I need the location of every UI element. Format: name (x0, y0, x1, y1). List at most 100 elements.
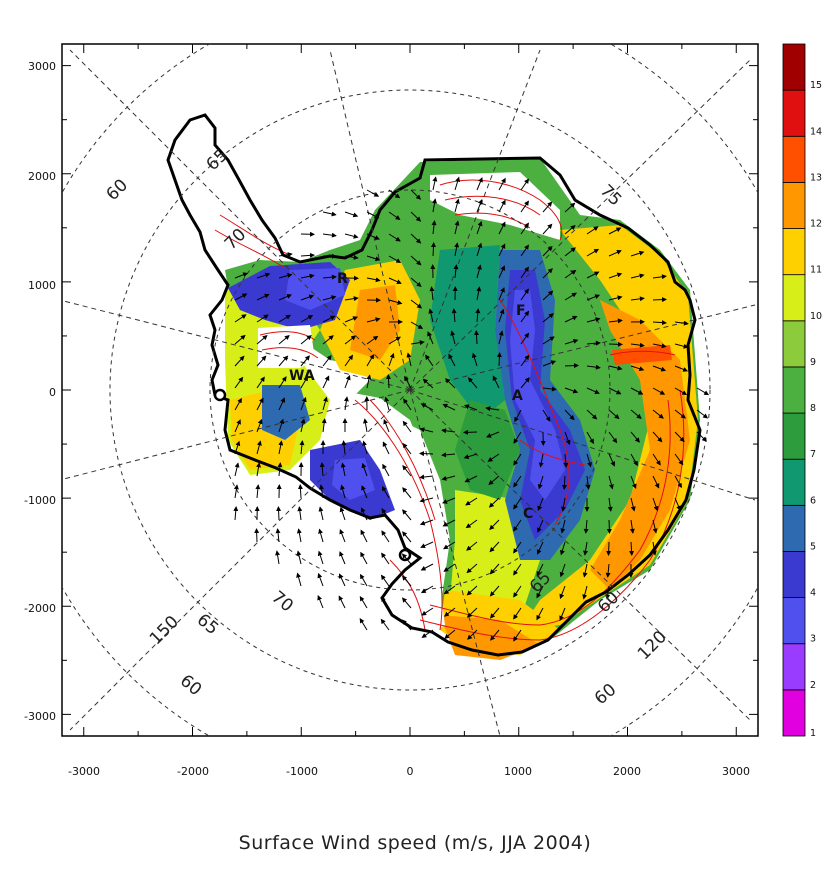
wind-arrow (429, 286, 435, 301)
colorbar-label: 10 (810, 311, 822, 322)
wind-arrow (388, 299, 403, 305)
colorbar-swatch (782, 366, 806, 414)
wind-arrow (652, 343, 667, 349)
wind-arrow (366, 277, 381, 283)
wind-arrow (427, 331, 434, 345)
wind-arrow (476, 177, 483, 191)
wind-arrow (674, 365, 689, 372)
wind-arrow (322, 274, 337, 280)
wind-arrow (300, 396, 307, 411)
wind-arrow (586, 340, 601, 346)
wind-arrow (234, 314, 247, 323)
x-tick-label: 3000 (722, 765, 750, 778)
wind-arrow (360, 507, 368, 521)
wind-arrow (537, 519, 544, 533)
colorbar-swatch (782, 551, 806, 599)
wind-arrow (401, 619, 412, 631)
wind-arrow (629, 541, 635, 556)
wind-arrow (564, 387, 579, 394)
wind-arrow (322, 295, 337, 301)
wind-arrow (380, 618, 390, 631)
wind-arrow (586, 248, 600, 257)
wind-arrow (674, 475, 682, 489)
wind-arrow (432, 176, 438, 191)
island-marker (398, 548, 412, 562)
wind-arrow (276, 506, 282, 521)
wind-arrow (652, 431, 663, 443)
wind-arrow (498, 330, 504, 345)
wind-arrow (344, 211, 359, 218)
wind-arrow (542, 409, 551, 422)
wind-arrow (360, 573, 368, 587)
wind-arrow (513, 563, 522, 576)
wind-arrow (343, 396, 349, 411)
wind-arrow (386, 374, 392, 389)
wind-arrow (388, 255, 402, 263)
colorbar-label: 14 (810, 126, 822, 137)
site-label-c: C (523, 506, 533, 522)
wind-arrow (629, 519, 635, 534)
wind-arrow (344, 233, 359, 239)
x-tick-label: -3000 (68, 765, 100, 778)
wind-arrow (366, 353, 375, 367)
wind-arrow (410, 211, 422, 222)
wind-arrow (300, 294, 315, 301)
wind-arrow (322, 232, 337, 238)
wind-arrow (463, 453, 478, 460)
wind-arrow (278, 376, 287, 389)
wind-arrow (608, 295, 623, 301)
wind-arrow (359, 595, 368, 609)
wind-arrow (564, 224, 576, 235)
wind-arrow (463, 429, 478, 435)
wind-arrow (363, 418, 368, 433)
wind-arrow (652, 274, 667, 280)
y-axis-labels: 3000 2000 1000 0 -1000 -2000 -3000 (24, 60, 56, 723)
wind-arrow (696, 409, 709, 419)
wind-arrow (586, 364, 601, 370)
wind-arrow (234, 334, 246, 345)
site-label-wa: WA (289, 368, 315, 384)
wind-arrow (585, 475, 591, 490)
wind-arrow (489, 519, 500, 531)
wind-arrow (300, 252, 315, 258)
colorbar-swatch (782, 412, 806, 460)
wind-arrow (366, 335, 379, 345)
wind-arrow (467, 377, 478, 389)
wind-arrow (520, 310, 530, 323)
wind-arrow (382, 463, 390, 477)
wind-arrow (466, 563, 478, 574)
wind-arrow (420, 563, 434, 571)
wind-arrow (536, 607, 544, 621)
wind-arrow (366, 255, 381, 262)
wind-arrow (652, 519, 658, 534)
wind-arrow (402, 487, 412, 499)
wind-arrow (234, 440, 241, 455)
wind-arrow (403, 398, 412, 411)
wind-arrow (366, 317, 381, 323)
wind-arrow (489, 541, 500, 553)
wind-arrow (520, 222, 529, 235)
wind-arrow (406, 352, 412, 367)
wind-arrow (652, 365, 667, 372)
wind-arrow (443, 563, 456, 572)
wind-arrow (498, 287, 505, 301)
wind-arrow (586, 409, 598, 420)
wind-arrow (256, 355, 267, 367)
wind-arrow (254, 528, 260, 543)
site-label-a: A (512, 388, 523, 404)
wind-arrow (586, 294, 601, 301)
wind-arrow (538, 453, 544, 468)
colorbar-label: 3 (810, 634, 816, 645)
wind-arrow (520, 266, 529, 279)
wind-arrow (537, 475, 544, 490)
wind-arrow (384, 396, 390, 411)
y-tick-label: -1000 (24, 494, 56, 507)
wind-arrow (561, 475, 567, 490)
wind-arrow (380, 596, 390, 609)
wind-arrow (608, 453, 616, 467)
colorbar-label: 1 (810, 728, 816, 739)
wind-arrow (319, 484, 325, 499)
colorbar-label: 5 (810, 541, 816, 552)
wind-arrow (319, 462, 325, 477)
wind-arrow (300, 355, 310, 367)
